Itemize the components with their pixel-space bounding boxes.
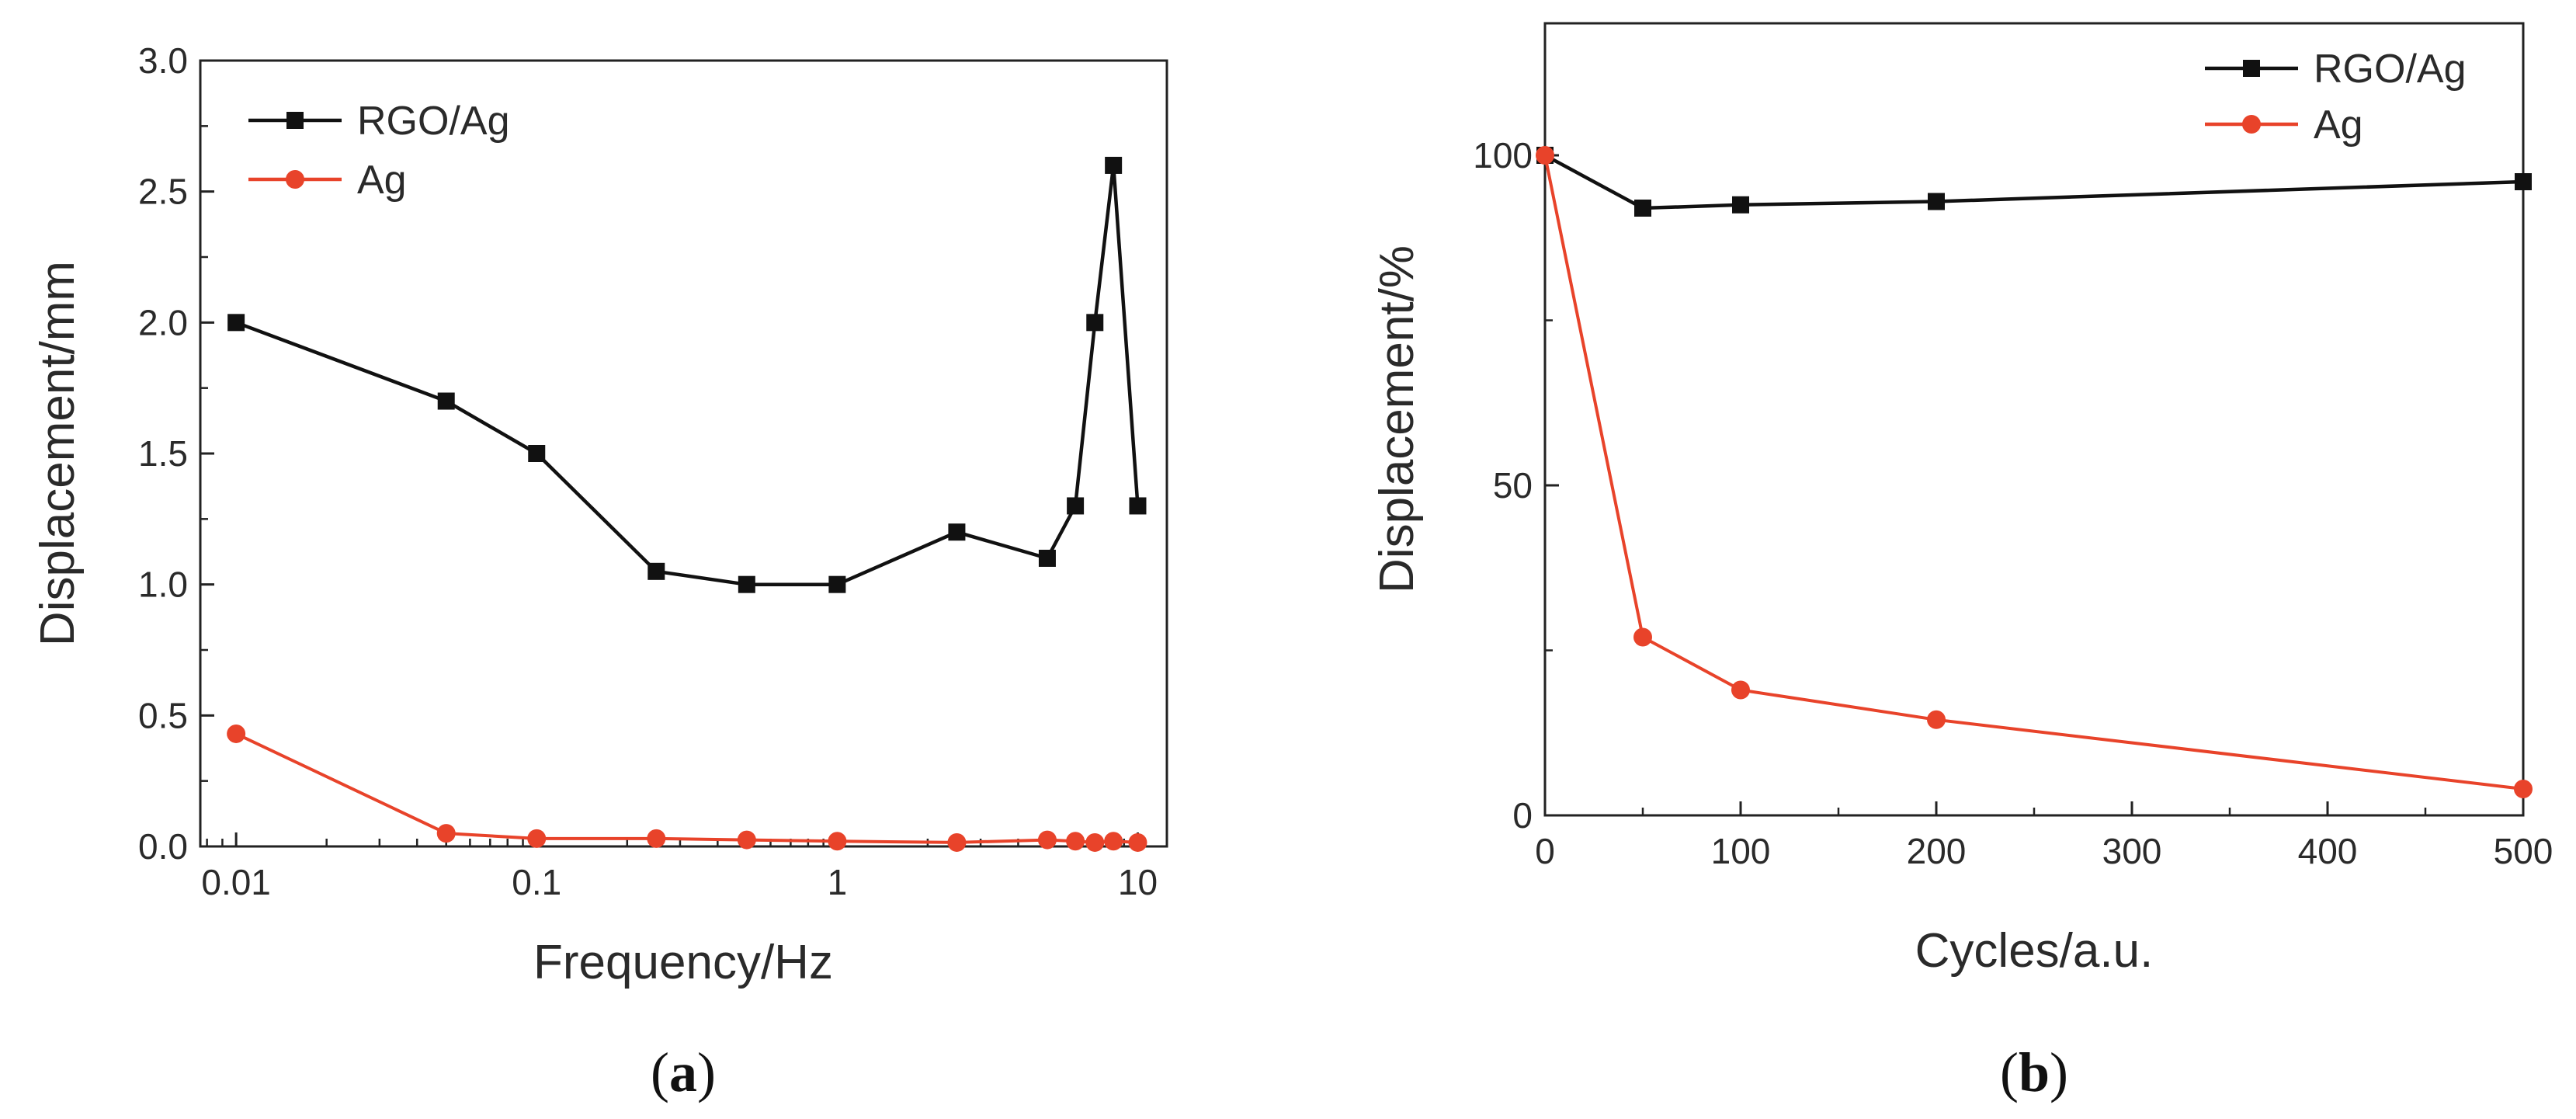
legend-marker-b-ag (2242, 115, 2261, 134)
y-tick-label-a-4: 2.0 (138, 302, 188, 342)
legend-label-b-rgo-ag: RGO/Ag (2314, 47, 2467, 92)
point-a-ag-0 (227, 724, 246, 743)
point-a-ag-11 (1128, 832, 1147, 852)
series-line-a-ag (235, 732, 1138, 844)
point-a-rgo-ag-9 (1086, 314, 1104, 332)
x-axis-title-a: Frequency/Hz (533, 936, 833, 989)
point-a-ag-8 (1066, 832, 1085, 851)
x-tick-label-b-2: 200 (1907, 831, 1967, 871)
x-tick-label-a-2: 1 (828, 862, 848, 902)
x-tick-label-b-3: 300 (2102, 831, 2162, 871)
y-axis-title-b: Displacement/% (1370, 245, 1424, 593)
point-a-ag-7 (1037, 830, 1057, 850)
x-tick-label-b-5: 500 (2494, 831, 2553, 871)
point-a-ag-1 (436, 824, 456, 843)
x-tick-label-b-4: 400 (2298, 831, 2358, 871)
point-b-rgo-ag-2 (1732, 196, 1749, 214)
panel-label-a: (a) (651, 1041, 716, 1103)
chart-a: 0.01 0.1 1 10 0.0 0.5 1.0 1.5 2.0 2.5 3.0 RGO/Ag Ag… (31, 40, 1168, 1103)
point-a-rgo-ag-11 (1129, 497, 1147, 515)
x-tick-label-a-0: 0.01 (201, 862, 271, 902)
y-tick-label-a-3: 1.5 (138, 433, 188, 474)
y-tick-label-a-6: 3.0 (138, 40, 188, 81)
panel-letter-a: a (669, 1041, 697, 1103)
point-a-rgo-ag-3 (647, 562, 665, 580)
point-a-rgo-ag-0 (227, 314, 245, 332)
legend-marker-b-rgo-ag (2243, 60, 2260, 77)
panel-letter-b: b (2019, 1041, 2050, 1103)
point-a-ag-3 (647, 829, 666, 848)
y-tick-label-a-2: 1.0 (138, 565, 188, 605)
x-tick-label-b-0: 0 (1535, 831, 1555, 871)
point-a-rgo-ag-8 (1067, 497, 1085, 515)
point-a-ag-10 (1104, 832, 1123, 851)
point-a-rgo-ag-6 (948, 523, 966, 541)
x-tick-label-a-1: 0.1 (512, 862, 561, 902)
point-b-ag-3 (1927, 710, 1946, 729)
plot-frame-b (1543, 22, 2525, 817)
panel-label-b: (b) (2000, 1041, 2068, 1103)
chart-b-ticks: 0 100 200 300 400 500 0 50 100 (1473, 135, 2553, 871)
chart-a-ticks: 0.01 0.1 1 10 0.0 0.5 1.0 1.5 2.0 2.5 3.0 (138, 40, 1158, 902)
point-a-ag-9 (1085, 832, 1105, 852)
point-b-ag-0 (1536, 146, 1554, 165)
series-line-b-rgo-ag (1543, 154, 2524, 210)
point-a-rgo-ag-4 (738, 575, 755, 593)
legend-marker-a-ag (286, 170, 304, 189)
y-axis-title-a: Displacement/mm (31, 261, 85, 646)
chart-b: 0 100 200 300 400 500 0 50 100 RGO/Ag Ag Cycles/a… (1370, 22, 2553, 1103)
point-b-rgo-ag-1 (1634, 200, 1651, 217)
y-tick-label-a-5: 2.5 (138, 172, 188, 212)
point-a-ag-6 (947, 832, 967, 852)
point-b-ag-4 (2514, 780, 2533, 798)
y-tick-label-a-0: 0.0 (138, 826, 188, 867)
chart-b-legend: RGO/Ag Ag (2205, 47, 2467, 148)
legend-label-a-rgo-ag: RGO/Ag (357, 99, 510, 144)
legend-label-a-ag: Ag (357, 158, 407, 203)
chart-a-series (227, 156, 1147, 852)
point-a-ag-5 (828, 832, 847, 851)
legend-marker-a-rgo-ag (286, 112, 304, 129)
x-tick-label-b-1: 100 (1711, 831, 1771, 871)
y-tick-label-a-1: 0.5 (138, 695, 188, 735)
series-line-b-ag (1543, 155, 2524, 791)
point-a-rgo-ag-5 (828, 575, 846, 593)
point-a-rgo-ag-2 (528, 445, 546, 462)
point-a-rgo-ag-10 (1105, 156, 1123, 174)
y-tick-label-b-2: 100 (1473, 135, 1533, 175)
x-tick-label-a-3: 10 (1118, 862, 1158, 902)
point-b-ag-1 (1633, 627, 1652, 647)
point-b-rgo-ag-3 (1928, 193, 1945, 210)
y-tick-label-b-0: 0 (1512, 795, 1533, 836)
series-line-a-rgo-ag (235, 163, 1140, 586)
plot-frame-a (199, 59, 1168, 848)
point-a-rgo-ag-7 (1038, 549, 1056, 567)
point-b-ag-2 (1731, 680, 1750, 700)
chart-b-series (1536, 146, 2533, 798)
point-a-ag-2 (527, 829, 547, 848)
x-axis-title-b: Cycles/a.u. (1915, 924, 2154, 978)
legend-label-b-ag: Ag (2314, 103, 2363, 148)
point-a-rgo-ag-1 (437, 392, 455, 410)
point-b-rgo-ag-4 (2515, 173, 2532, 190)
y-tick-label-b-1: 50 (1493, 465, 1533, 506)
chart-a-legend: RGO/Ag Ag (248, 99, 510, 203)
point-a-ag-4 (737, 830, 756, 850)
